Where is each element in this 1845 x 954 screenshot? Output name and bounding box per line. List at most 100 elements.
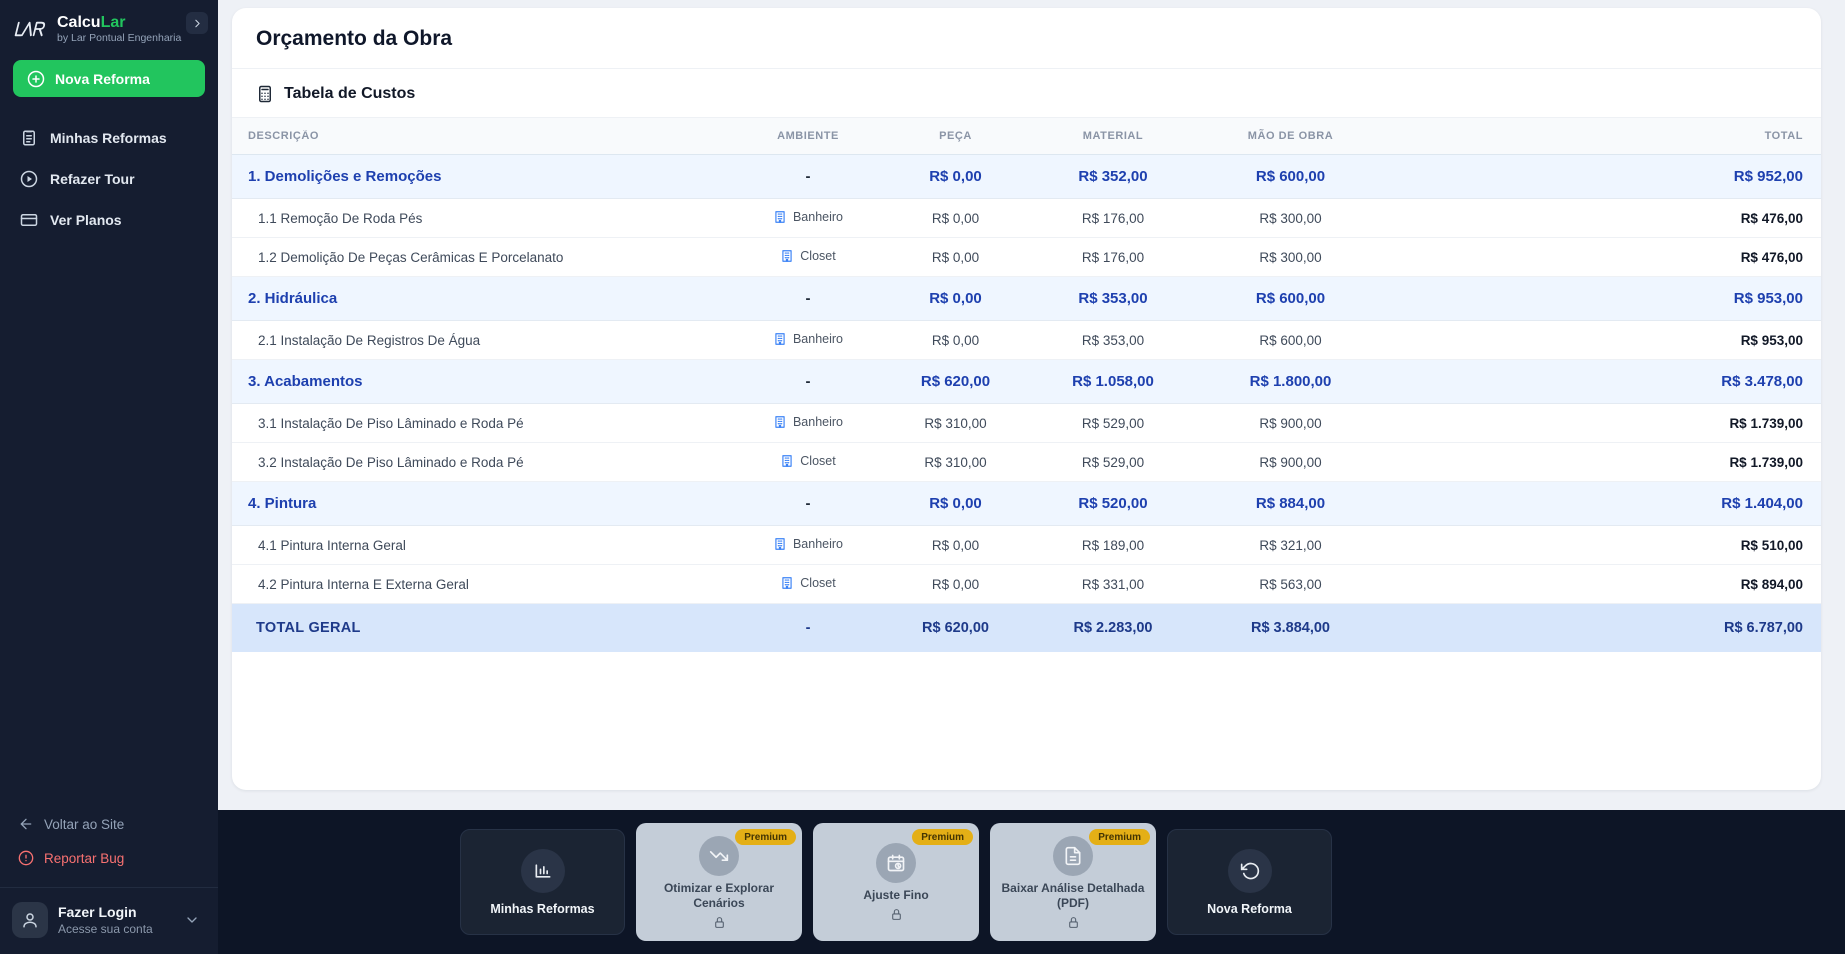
row-total: R$ 1.739,00 bbox=[1383, 455, 1803, 470]
sidebar-bottom: Voltar ao Site Reportar Bug Fazer Login … bbox=[0, 807, 218, 954]
row-description: 4. Pintura bbox=[248, 495, 733, 512]
costs-table: 1. Demolições e Remoções-R$ 0,00R$ 352,0… bbox=[232, 155, 1821, 652]
sidebar-item-ver-planos[interactable]: Ver Planos bbox=[0, 199, 218, 240]
file-text-icon bbox=[1063, 846, 1083, 866]
table-section-header: Tabela de Custos bbox=[232, 69, 1821, 117]
row-mao-de-obra: R$ 600,00 bbox=[1198, 290, 1383, 307]
calendar-clock-icon bbox=[886, 853, 906, 873]
row-total: R$ 953,00 bbox=[1383, 290, 1803, 307]
arrow-left-icon bbox=[18, 816, 34, 832]
table-row: 3. Acabamentos-R$ 620,00R$ 1.058,00R$ 1.… bbox=[232, 360, 1821, 404]
login-title: Fazer Login bbox=[58, 904, 153, 920]
footer-button-minhas-reformas[interactable]: Minhas Reformas bbox=[460, 829, 625, 935]
row-peca: R$ 310,00 bbox=[883, 416, 1028, 431]
row-peca: R$ 310,00 bbox=[883, 455, 1028, 470]
premium-badge: Premium bbox=[912, 829, 973, 845]
sidebar: CalcuLar by Lar Pontual Engenharia Nova … bbox=[0, 0, 218, 954]
row-mao-de-obra: R$ 563,00 bbox=[1198, 577, 1383, 592]
row-peca: R$ 620,00 bbox=[883, 373, 1028, 390]
row-ambiente: - bbox=[733, 168, 883, 185]
sidebar-collapse-button[interactable] bbox=[186, 12, 208, 34]
nova-reforma-label: Nova Reforma bbox=[55, 71, 150, 87]
user-icon bbox=[21, 911, 39, 929]
brand-name: CalcuLar bbox=[57, 14, 181, 32]
budget-card: Orçamento da Obra Tabela de Custos DESCR… bbox=[232, 8, 1821, 790]
trending-down-icon bbox=[709, 846, 729, 866]
row-ambiente: Closet bbox=[733, 576, 883, 593]
login-button[interactable]: Fazer Login Acesse sua conta bbox=[0, 888, 218, 954]
plus-circle-icon bbox=[27, 70, 45, 88]
building-icon bbox=[773, 537, 787, 551]
row-material: R$ 1.058,00 bbox=[1028, 373, 1198, 390]
footer-button-baixar-an-lise-detalhada-pdf[interactable]: PremiumBaixar Análise Detalhada (PDF) bbox=[990, 823, 1156, 941]
table-row-total-geral: TOTAL GERAL-R$ 620,00R$ 2.283,00R$ 3.884… bbox=[232, 604, 1821, 652]
ambiente-badge: Banheiro bbox=[773, 332, 843, 346]
row-description: 1. Demolições e Remoções bbox=[248, 168, 733, 185]
column-header: PEÇA bbox=[883, 130, 1028, 142]
row-ambiente: Banheiro bbox=[733, 210, 883, 227]
premium-badge: Premium bbox=[735, 829, 796, 845]
row-material: R$ 353,00 bbox=[1028, 290, 1198, 307]
row-ambiente: - bbox=[733, 620, 883, 636]
row-peca: R$ 0,00 bbox=[883, 577, 1028, 592]
report-bug-link[interactable]: Reportar Bug bbox=[0, 841, 218, 875]
main-area: Orçamento da Obra Tabela de Custos DESCR… bbox=[218, 0, 1845, 954]
row-total: R$ 3.478,00 bbox=[1383, 373, 1803, 390]
building-icon bbox=[780, 576, 794, 590]
row-material: R$ 176,00 bbox=[1028, 211, 1198, 226]
ambiente-badge: Closet bbox=[780, 576, 835, 590]
row-ambiente: Banheiro bbox=[733, 415, 883, 432]
row-mao-de-obra: R$ 1.800,00 bbox=[1198, 373, 1383, 390]
table-row: 1.2 Demolição De Peças Cerâmicas E Porce… bbox=[232, 238, 1821, 277]
table-row: 2.1 Instalação De Registros De Água Banhe… bbox=[232, 321, 1821, 360]
lock-icon bbox=[713, 916, 726, 929]
row-description: 2.1 Instalação De Registros De Água bbox=[248, 333, 733, 348]
row-material: R$ 189,00 bbox=[1028, 538, 1198, 553]
row-description: TOTAL GERAL bbox=[248, 620, 733, 636]
content-area: Orçamento da Obra Tabela de Custos DESCR… bbox=[218, 0, 1845, 810]
building-icon bbox=[780, 249, 794, 263]
row-material: R$ 331,00 bbox=[1028, 577, 1198, 592]
row-total: R$ 1.404,00 bbox=[1383, 495, 1803, 512]
row-total: R$ 476,00 bbox=[1383, 211, 1803, 226]
nova-reforma-button[interactable]: Nova Reforma bbox=[13, 60, 205, 97]
back-to-site-link[interactable]: Voltar ao Site bbox=[0, 807, 218, 841]
ambiente-badge: Banheiro bbox=[773, 210, 843, 224]
row-peca: R$ 0,00 bbox=[883, 333, 1028, 348]
row-description: 1.1 Remoção De Roda Pés bbox=[248, 211, 733, 226]
table-row: 2. Hidráulica-R$ 0,00R$ 353,00R$ 600,00R… bbox=[232, 277, 1821, 321]
ambiente-badge: Closet bbox=[780, 454, 835, 468]
row-mao-de-obra: R$ 900,00 bbox=[1198, 455, 1383, 470]
table-row: 1. Demolições e Remoções-R$ 0,00R$ 352,0… bbox=[232, 155, 1821, 199]
row-ambiente: - bbox=[733, 373, 883, 390]
column-header: MÃO DE OBRA bbox=[1198, 130, 1383, 142]
row-description: 4.1 Pintura Interna Geral bbox=[248, 538, 733, 553]
row-description: 3.2 Instalação De Piso Lâminado e Roda P… bbox=[248, 455, 733, 470]
row-description: 4.2 Pintura Interna E Externa Geral bbox=[248, 577, 733, 592]
footer-button-otimizar-e-explorar-cen-rios[interactable]: PremiumOtimizar e Explorar Cenários bbox=[636, 823, 802, 941]
row-peca: R$ 0,00 bbox=[883, 168, 1028, 185]
row-ambiente: Closet bbox=[733, 454, 883, 471]
ambiente-badge: Banheiro bbox=[773, 415, 843, 429]
footer-button-ajuste-fino[interactable]: PremiumAjuste Fino bbox=[813, 823, 979, 941]
row-ambiente: - bbox=[733, 495, 883, 512]
premium-badge: Premium bbox=[1089, 829, 1150, 845]
footer-button-nova-reforma[interactable]: Nova Reforma bbox=[1167, 829, 1332, 935]
column-header: MATERIAL bbox=[1028, 130, 1198, 142]
row-ambiente: Closet bbox=[733, 249, 883, 266]
sidebar-menu: Minhas ReformasRefazer TourVer Planos bbox=[0, 117, 218, 240]
clipboard-list-icon bbox=[20, 129, 38, 147]
row-total: R$ 510,00 bbox=[1383, 538, 1803, 553]
column-header: TOTAL bbox=[1383, 130, 1803, 142]
row-mao-de-obra: R$ 3.884,00 bbox=[1198, 620, 1383, 636]
row-ambiente: - bbox=[733, 290, 883, 307]
alert-circle-icon bbox=[18, 850, 34, 866]
table-row: 4.1 Pintura Interna GeralBanheiroR$ 0,00… bbox=[232, 526, 1821, 565]
row-peca: R$ 0,00 bbox=[883, 495, 1028, 512]
avatar bbox=[12, 902, 48, 938]
row-description: 2. Hidráulica bbox=[248, 290, 733, 307]
lock-icon bbox=[1067, 916, 1080, 929]
sidebar-item-refazer-tour[interactable]: Refazer Tour bbox=[0, 158, 218, 199]
sidebar-item-minhas-reformas[interactable]: Minhas Reformas bbox=[0, 117, 218, 158]
credit-card-icon bbox=[20, 211, 38, 229]
